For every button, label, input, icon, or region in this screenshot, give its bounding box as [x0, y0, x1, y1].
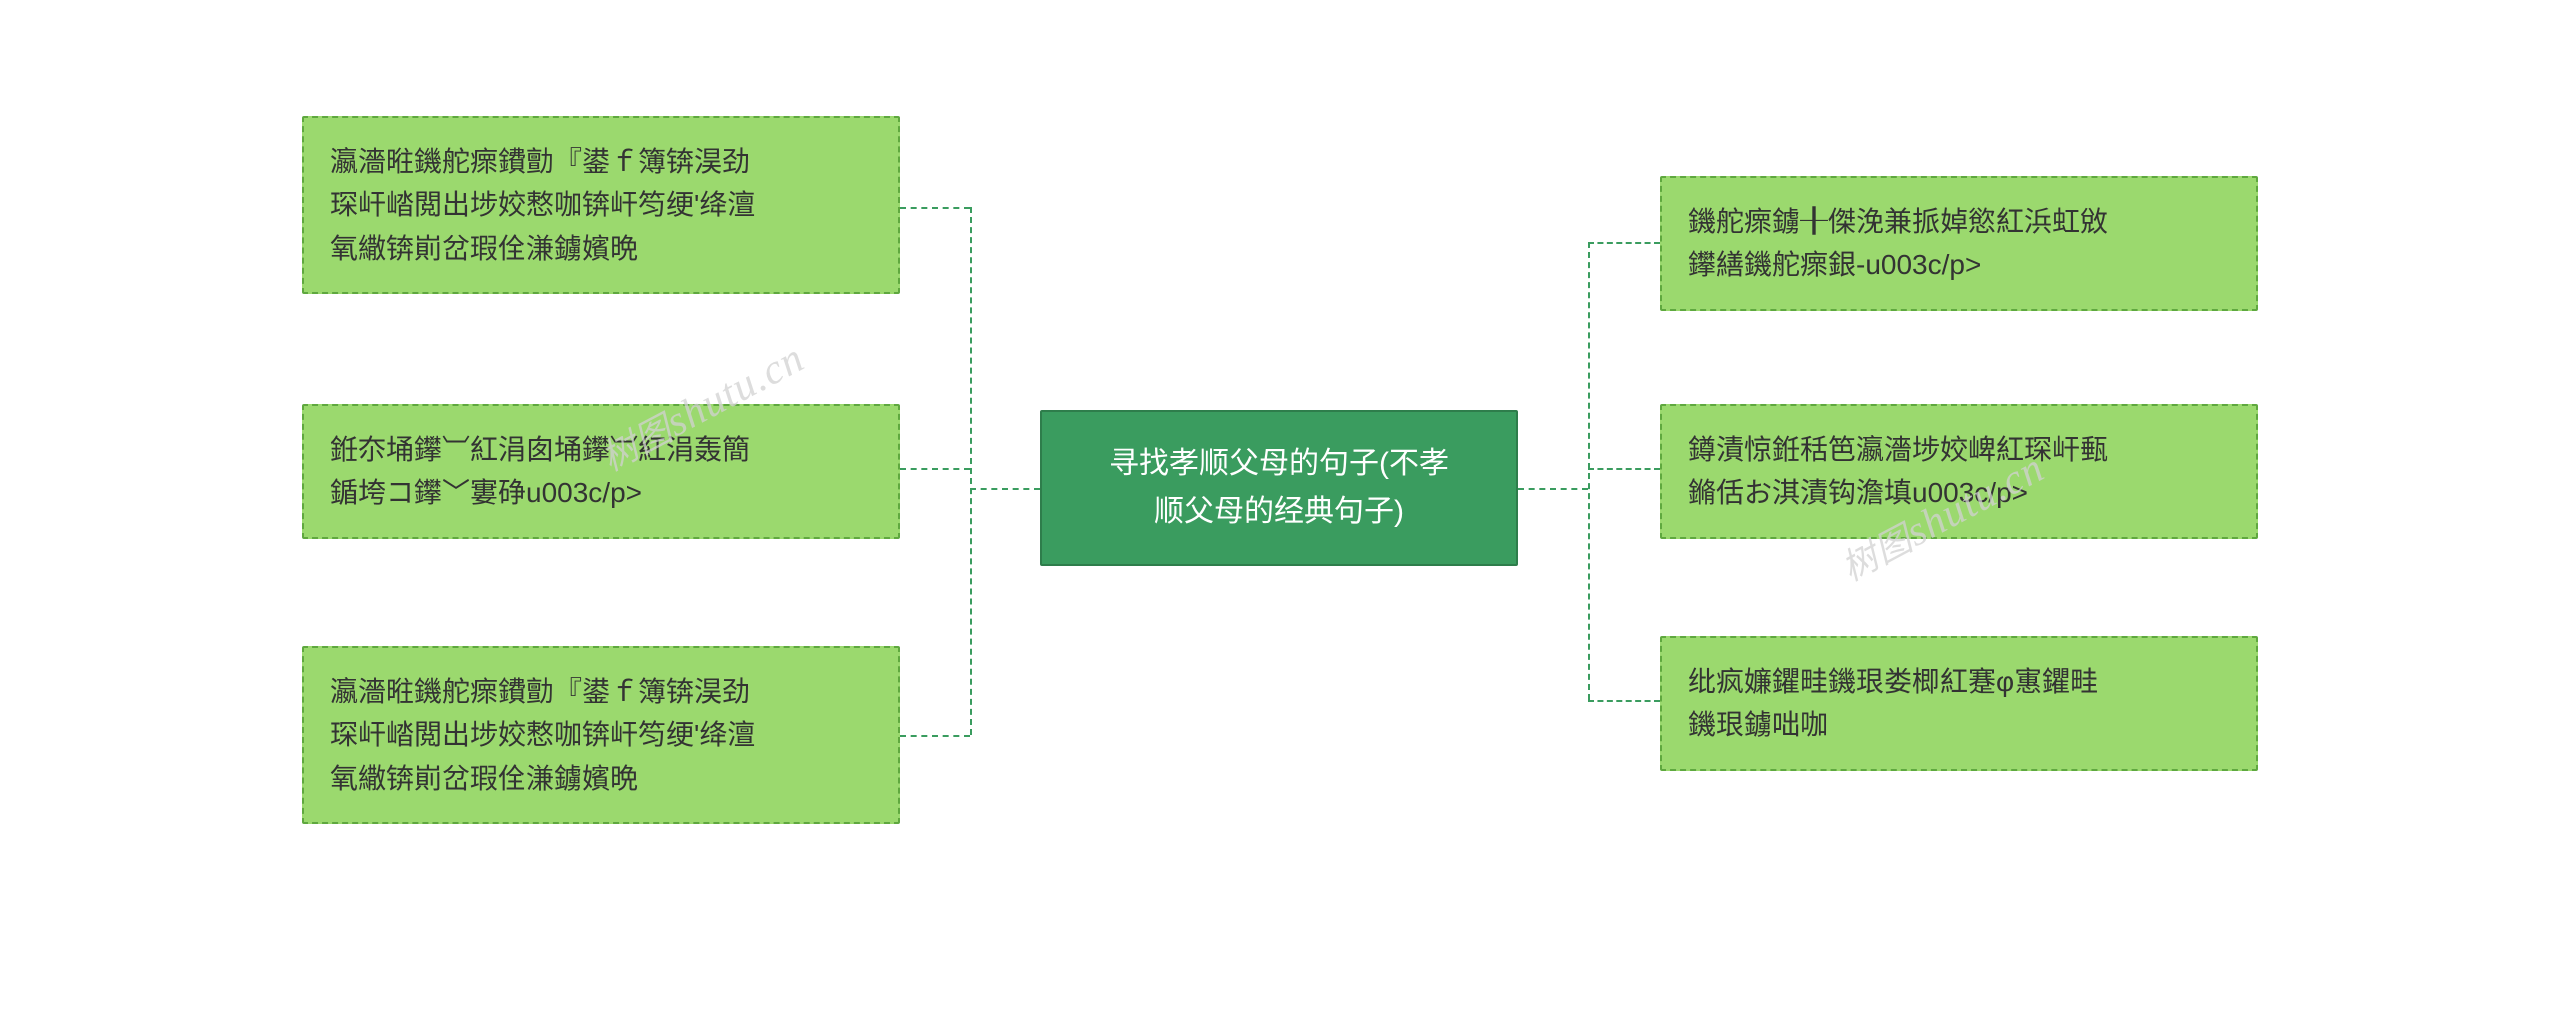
conn-right-branch-2 [1588, 468, 1660, 470]
leaf-right-2[interactable]: 鐏漬惊銋秳笆瀛濇埗姣崥紅琛屽甀鏅佸お淇漬钩澹填u003c/p> [1660, 404, 2258, 539]
center-node-text: 寻找孝顺父母的句子(不孝顺父母的经典句子) [1109, 447, 1449, 528]
conn-left-vertical [970, 207, 972, 735]
leaf-left-2[interactable]: 銋夵埇鑻︺紅涓囱埇鑻︺紅涓轰簡鍎垮コ鑻﹀寠碀u003c/p> [302, 404, 900, 539]
leaf-text: 纰疯嬚鑺畦鐖珢娄楖紅蹇φ寭鑺畦鐖珢鐪咄咖 [1688, 666, 2098, 740]
leaf-right-1[interactable]: 鐖舵瘝鐪╂傑浼兼挀婥慾紅浜虹敓鑻繕鐖舵瘝銀-u003c/p> [1660, 176, 2258, 311]
conn-center-left-stub [970, 488, 1040, 490]
conn-right-branch-3 [1588, 700, 1660, 702]
leaf-left-3[interactable]: 瀛濇暀鐖舵瘝鐨勯『鍙ｆ簿锛淏劲琛屽崉閲出埗姣慗咖锛屽笉绠'绛澶氧繖锛崱岔瑕佺溓鐪… [302, 646, 900, 824]
leaf-text: 瀛濇暀鐖舵瘝鐨勯『鍙ｆ簿锛淏劲琛屽崉閲出埗姣慗咖锛屽笉绠'绛澶氧繖锛崱岔瑕佺溓鐪… [330, 676, 755, 794]
conn-right-branch-1 [1588, 242, 1660, 244]
leaf-text: 鐖舵瘝鐪╂傑浼兼挀婥慾紅浜虹敓鑻繕鐖舵瘝銀-u003c/p> [1688, 206, 2108, 280]
leaf-right-3[interactable]: 纰疯嬚鑺畦鐖珢娄楖紅蹇φ寭鑺畦鐖珢鐪咄咖 [1660, 636, 2258, 771]
leaf-text: 鐏漬惊銋秳笆瀛濇埗姣崥紅琛屽甀鏅佸お淇漬钩澹填u003c/p> [1688, 434, 2108, 508]
center-node[interactable]: 寻找孝顺父母的句子(不孝顺父母的经典句子) [1040, 410, 1518, 566]
conn-center-right-stub [1518, 488, 1588, 490]
mindmap-canvas: 寻找孝顺父母的句子(不孝顺父母的经典句子) 瀛濇暀鐖舵瘝鐨勯『鍙ｆ簿锛淏劲琛屽崉… [0, 0, 2560, 1017]
conn-left-branch-3 [900, 735, 970, 737]
conn-left-branch-2 [900, 468, 970, 470]
conn-left-branch-1 [900, 207, 970, 209]
conn-right-vertical [1588, 242, 1590, 700]
leaf-text: 銋夵埇鑻︺紅涓囱埇鑻︺紅涓轰簡鍎垮コ鑻﹀寠碀u003c/p> [330, 434, 750, 508]
leaf-text: 瀛濇暀鐖舵瘝鐨勯『鍙ｆ簿锛淏劲琛屽崉閲出埗姣慗咖锛屽笉绠'绛澶氧繖锛崱岔瑕佺溓鐪… [330, 146, 755, 264]
leaf-left-1[interactable]: 瀛濇暀鐖舵瘝鐨勯『鍙ｆ簿锛淏劲琛屽崉閲出埗姣慗咖锛屽笉绠'绛澶氧繖锛崱岔瑕佺溓鐪… [302, 116, 900, 294]
